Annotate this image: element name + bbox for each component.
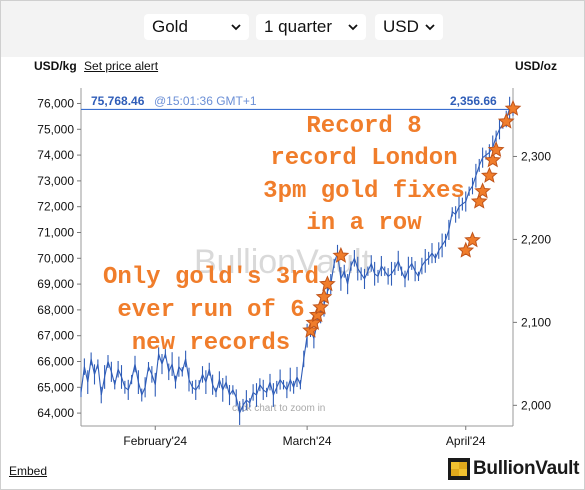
record-markers [302, 99, 522, 338]
record-star [318, 275, 336, 292]
right-tick-label: 2,300 [521, 149, 551, 163]
left-tick-label: 73,000 [37, 174, 74, 188]
axes: 64,000 65,000 66,000 67,000 68,000 69,000 70,0… [37, 88, 551, 448]
set-price-alert-link[interactable]: Set price alert [84, 59, 159, 73]
left-tick-label: 74,000 [37, 148, 74, 162]
right-tick-label: 2,100 [521, 315, 551, 329]
period-select-value: 1 quarter [264, 17, 333, 36]
left-tick-label: 76,000 [37, 96, 74, 110]
left-tick-label: 65,000 [37, 380, 74, 394]
annotation-record-fixes-line: Record 8 [306, 113, 421, 140]
annotation-record-fixes-line: in a row [306, 210, 422, 237]
left-axis-unit: USD/kg [34, 59, 77, 73]
watermark-text: BullionVault [194, 243, 372, 281]
left-tick-label: 75,000 [37, 122, 74, 136]
left-tick-label: 69,000 [37, 277, 74, 291]
record-star [497, 112, 515, 129]
crosshair-time: @15:01:36 GMT+1 [154, 94, 257, 108]
currency-select-value: USD [383, 17, 419, 36]
left-tick-label: 72,000 [37, 200, 74, 214]
record-star [332, 246, 350, 263]
right-axis-unit: USD/oz [515, 59, 557, 73]
x-tick-label: March'24 [283, 434, 332, 448]
record-star [464, 231, 481, 248]
crosshair-oz-value: 2,356.66 [450, 94, 497, 108]
left-tick-label: 70,000 [37, 251, 74, 265]
chevron-down-icon [425, 24, 435, 31]
chevron-down-icon [231, 24, 241, 31]
left-tick-label: 66,000 [37, 354, 74, 368]
record-star [315, 288, 333, 305]
brand-logo: BullionVault [447, 456, 579, 482]
brand-name: BullionVault [473, 458, 580, 479]
record-star [312, 298, 330, 315]
record-star [474, 182, 492, 199]
left-tick-label: 67,000 [37, 329, 74, 343]
currency-select[interactable]: USD [375, 14, 443, 40]
left-tick-label: 71,000 [37, 225, 74, 239]
controls-bar: Gold 1 quarter USD [1, 1, 584, 57]
left-tick-label: 68,000 [37, 303, 74, 317]
left-axis-header: USD/kg Set price alert [34, 59, 158, 73]
x-tick-label: April'24 [446, 434, 486, 448]
record-star [457, 241, 475, 258]
annotation-third-run-line: new records [132, 330, 290, 357]
chevron-down-icon [348, 24, 358, 31]
period-select[interactable]: 1 quarter [256, 14, 366, 40]
crosshair-layer: 75,768.46 @15:01:36 GMT+1 2,356.66 [81, 94, 513, 111]
annotation-third-run-line: Only gold's 3rd [103, 264, 319, 291]
metal-select-value: Gold [152, 17, 188, 36]
annotation-third-run-line: ever run of 6 [117, 297, 304, 324]
annotations: Record 8 record London 3pm gold fixes in a … [103, 113, 465, 357]
price-line-layer [80, 96, 514, 425]
record-star [308, 306, 326, 323]
x-tick-label: February'24 [123, 434, 187, 448]
annotation-record-fixes-line: record London [270, 145, 457, 172]
record-star [484, 151, 502, 168]
metal-select[interactable]: Gold [144, 14, 249, 40]
bullionvault-logo-icon [448, 458, 470, 480]
record-star [504, 99, 522, 116]
annotation-record-fixes-line: 3pm gold fixes [263, 178, 465, 205]
record-star [480, 166, 498, 183]
crosshair-kg-value: 75,768.46 [91, 94, 145, 108]
right-tick-label: 2,200 [521, 232, 551, 246]
left-tick-label: 64,000 [37, 406, 74, 420]
record-star [302, 321, 319, 338]
zoom-hint: click chart to zoom in [232, 403, 325, 414]
embed-link[interactable]: Embed [9, 464, 48, 478]
record-star [487, 141, 505, 158]
record-star [470, 192, 488, 209]
right-tick-label: 2,000 [521, 398, 551, 412]
record-star [305, 314, 323, 330]
